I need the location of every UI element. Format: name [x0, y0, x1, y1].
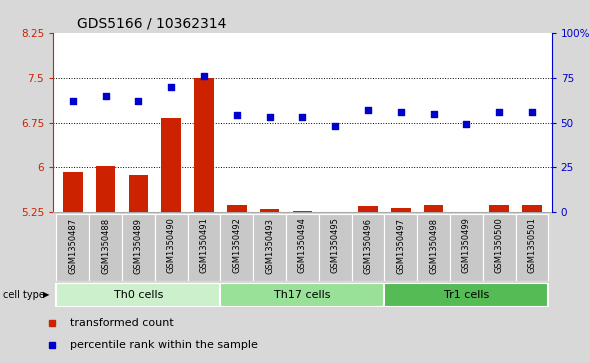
Bar [221, 214, 253, 281]
Point [494, 109, 504, 115]
Text: GSM1350491: GSM1350491 [199, 217, 208, 273]
Bar [161, 118, 181, 212]
Text: GSM1350488: GSM1350488 [101, 217, 110, 274]
Point [68, 98, 77, 104]
Text: percentile rank within the sample: percentile rank within the sample [70, 340, 257, 350]
Bar [63, 172, 83, 212]
Text: GSM1350492: GSM1350492 [232, 217, 241, 273]
Bar [319, 214, 352, 281]
Bar [286, 214, 319, 281]
Text: GSM1350493: GSM1350493 [265, 217, 274, 274]
Bar [96, 166, 116, 212]
Bar [89, 214, 122, 281]
Text: GSM1350500: GSM1350500 [494, 217, 504, 273]
Bar [57, 283, 221, 307]
Point [232, 113, 241, 118]
Point [134, 98, 143, 104]
Text: GSM1350490: GSM1350490 [167, 217, 176, 273]
Text: GSM1350499: GSM1350499 [462, 217, 471, 273]
Bar [391, 208, 411, 212]
Bar [57, 214, 89, 281]
Bar [122, 214, 155, 281]
Point [429, 111, 438, 117]
Text: GSM1350489: GSM1350489 [134, 217, 143, 274]
Bar [293, 211, 312, 212]
Bar [522, 205, 542, 212]
Point [166, 84, 176, 90]
Text: Th0 cells: Th0 cells [114, 290, 163, 300]
Bar [227, 205, 247, 212]
Point [199, 73, 209, 79]
Point [265, 114, 274, 120]
Text: GSM1350497: GSM1350497 [396, 217, 405, 274]
Bar [194, 78, 214, 212]
Text: GSM1350495: GSM1350495 [330, 217, 340, 273]
Bar [424, 205, 444, 212]
Text: Th17 cells: Th17 cells [274, 290, 330, 300]
Bar [450, 214, 483, 281]
Point [363, 107, 373, 113]
Point [396, 109, 405, 115]
Text: transformed count: transformed count [70, 318, 173, 328]
Text: GSM1350487: GSM1350487 [68, 217, 77, 274]
Text: cell type: cell type [3, 290, 45, 300]
Bar [483, 214, 516, 281]
Bar [489, 205, 509, 212]
Text: GDS5166 / 10362314: GDS5166 / 10362314 [77, 16, 226, 30]
Bar [221, 283, 384, 307]
Bar [129, 175, 148, 212]
Bar [260, 209, 280, 212]
Point [101, 93, 110, 98]
Bar [352, 214, 384, 281]
Text: GSM1350498: GSM1350498 [429, 217, 438, 274]
Bar [155, 214, 188, 281]
Bar [358, 207, 378, 212]
Text: GSM1350494: GSM1350494 [298, 217, 307, 273]
Point [527, 109, 537, 115]
Bar [384, 283, 548, 307]
Bar [188, 214, 221, 281]
Text: ▶: ▶ [43, 290, 50, 299]
Text: GSM1350501: GSM1350501 [527, 217, 536, 273]
Bar [457, 212, 476, 215]
Point [297, 114, 307, 120]
Bar [516, 214, 548, 281]
Bar [384, 214, 417, 281]
Bar [253, 214, 286, 281]
Point [461, 121, 471, 127]
Point [330, 123, 340, 129]
Text: GSM1350496: GSM1350496 [363, 217, 372, 274]
Text: Tr1 cells: Tr1 cells [444, 290, 489, 300]
Bar [417, 214, 450, 281]
Bar [325, 212, 345, 214]
